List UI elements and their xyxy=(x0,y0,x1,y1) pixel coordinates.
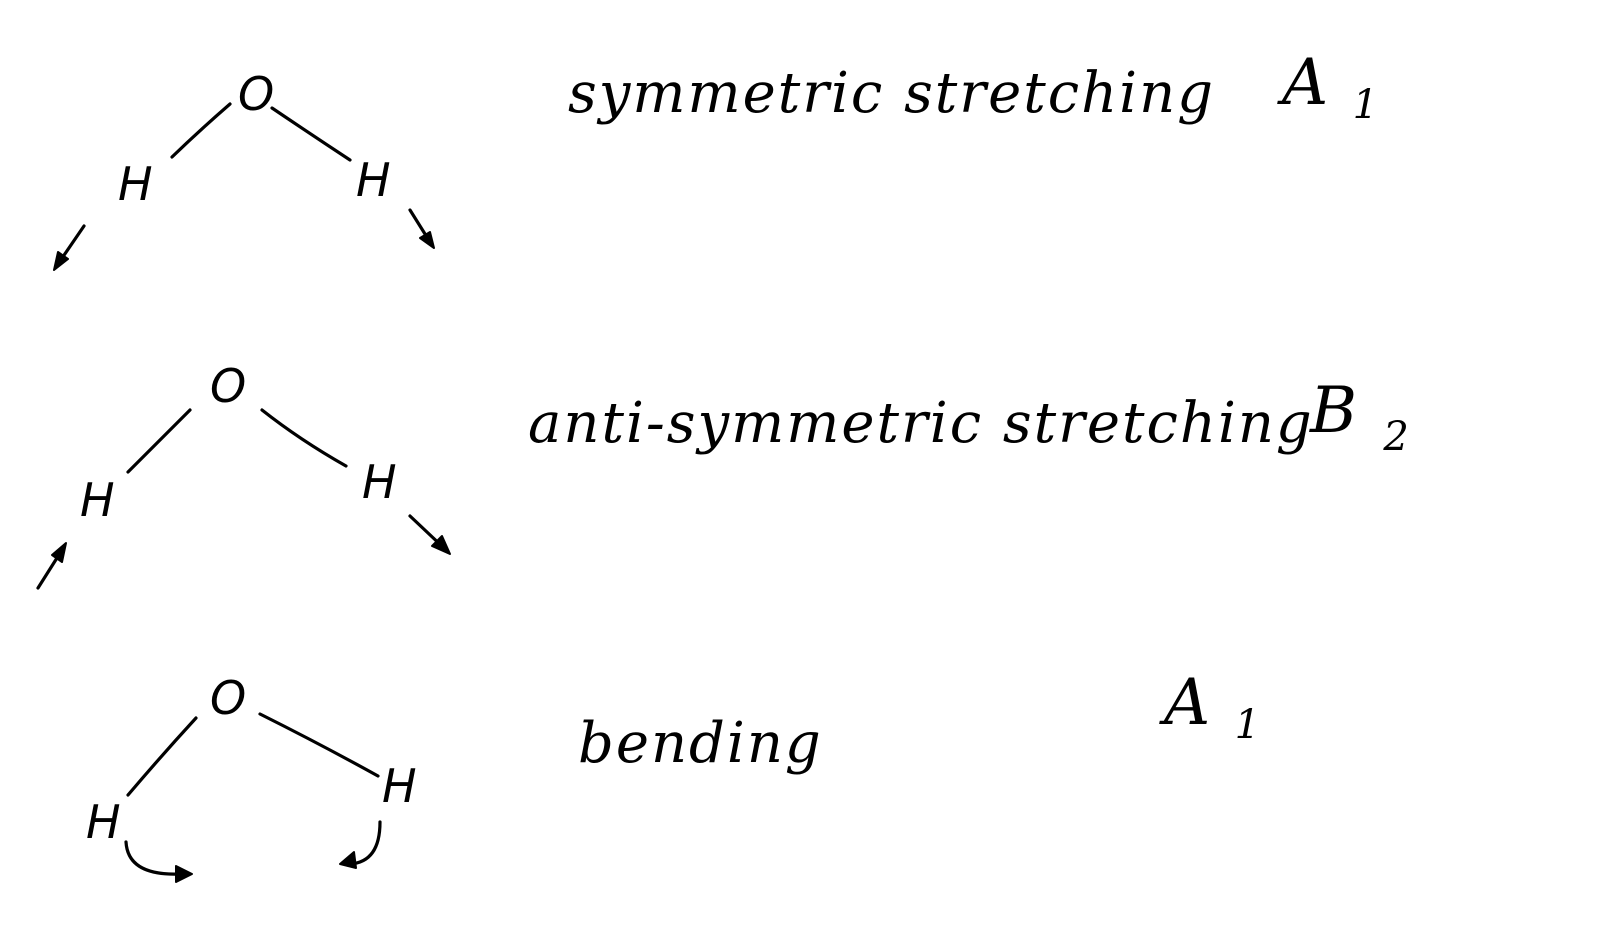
mode-symmetric-stretching: O H H symmetric stretching A 1 xyxy=(53,46,1378,271)
bond-right xyxy=(260,408,348,468)
symmetry-subscript-1: 1 xyxy=(1353,82,1378,128)
arrow-left-out-head xyxy=(53,251,69,271)
mode-label-1: symmetric stretching xyxy=(568,61,1215,126)
hydrogen-atom-left: H xyxy=(80,473,115,527)
oxygen-atom: O xyxy=(210,359,246,413)
water-molecule-1: O H H xyxy=(53,67,435,271)
bond-right xyxy=(258,712,380,778)
hydrogen-atom-left: H xyxy=(86,795,121,849)
arrow-left-bend-head xyxy=(175,865,193,883)
bond-left xyxy=(126,408,192,474)
symmetry-letter-1: A xyxy=(1277,46,1328,120)
symmetry-label-3: A 1 xyxy=(1159,666,1260,748)
symmetry-subscript-3: 1 xyxy=(1235,702,1260,748)
mode-label-3: bending xyxy=(578,711,823,776)
arrow-left-bend xyxy=(124,840,182,876)
mode-anti-symmetric-stretching: O H H anti-symmetric stretching B 2 xyxy=(36,359,1409,590)
hydrogen-atom-right: H xyxy=(356,153,391,207)
bond-right xyxy=(270,106,352,162)
oxygen-atom: O xyxy=(210,671,246,725)
bond-left xyxy=(126,716,198,797)
bond-left xyxy=(170,102,232,159)
mode-bending: O H H bending A 1 xyxy=(86,666,1260,883)
hydrogen-atom-right: H xyxy=(382,759,417,813)
water-molecule-2: O H H xyxy=(36,359,451,590)
symmetry-letter-3: A xyxy=(1159,666,1210,740)
water-molecule-3: O H H xyxy=(86,671,417,883)
symmetry-subscript-2: 2 xyxy=(1382,414,1408,460)
arrow-right-out-head xyxy=(419,231,435,249)
hydrogen-atom-right: H xyxy=(362,455,397,509)
hydrogen-atom-left: H xyxy=(118,157,153,211)
arrow-right-bend-head xyxy=(339,851,357,869)
symmetry-label-2: B 2 xyxy=(1309,374,1409,460)
arrow-right-out-head xyxy=(431,535,451,555)
symmetry-label-1: A 1 xyxy=(1277,46,1378,128)
symmetry-letter-2: B xyxy=(1309,374,1357,448)
arrow-left-in-head xyxy=(51,542,67,563)
mode-label-2: anti-symmetric stretching xyxy=(528,391,1314,456)
oxygen-atom: O xyxy=(238,67,274,121)
